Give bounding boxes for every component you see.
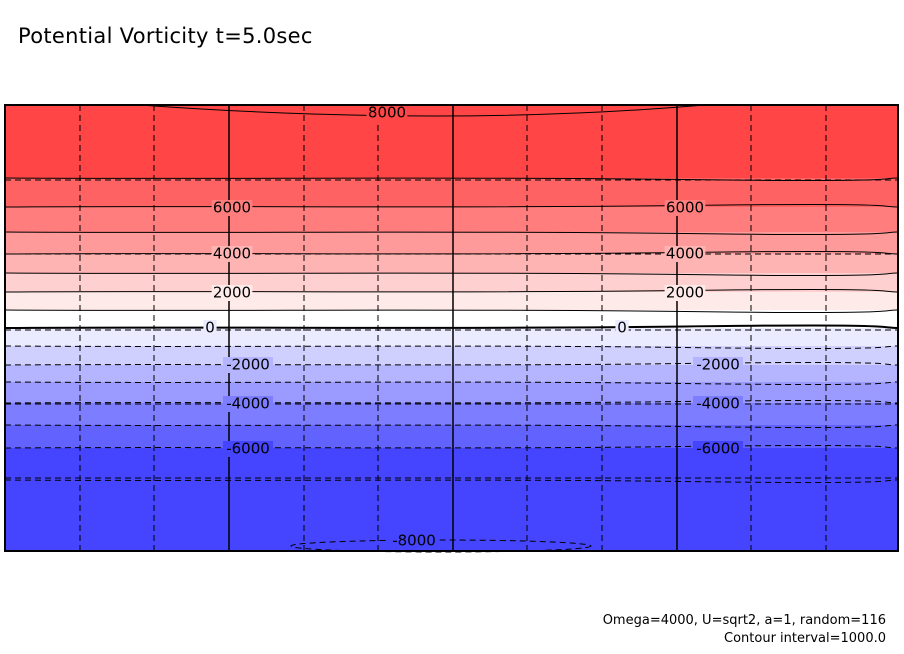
- contour-line--2000: [4, 361, 899, 366]
- contour-lines: [4, 104, 899, 553]
- contour-label-knockout: [211, 285, 253, 301]
- contour-label-12: -4000: [696, 395, 740, 413]
- contour-label-knockout: [693, 357, 743, 373]
- contour-line-8000: [139, 104, 706, 117]
- contour-label-knockout: [389, 533, 439, 549]
- contour-label-knockout: [615, 320, 629, 336]
- contour-label-knockout: [211, 200, 253, 216]
- contour-line-4000: [4, 250, 899, 255]
- contour-label-13: -6000: [226, 440, 270, 458]
- contour-label-knockout: [223, 357, 273, 373]
- color-band--3000: [5, 365, 898, 382]
- contour-label-10: -2000: [696, 356, 740, 374]
- contour-label-1: 6000: [213, 199, 251, 217]
- contour-label-2: 6000: [666, 199, 704, 217]
- parameters-annotation: Omega=4000, U=sqrt2, a=1, random=116: [602, 613, 886, 628]
- contour-label-knockout: [693, 441, 743, 457]
- contour-line--5000: [4, 424, 899, 429]
- contour-label-knockout: [211, 246, 253, 262]
- color-band--7000: [5, 448, 898, 480]
- contour-label-6: 2000: [666, 284, 704, 302]
- color-band-4000: [5, 254, 898, 273]
- contour-interval-annotation: Contour interval=1000.0: [724, 631, 886, 646]
- contour-label-knockout: [203, 320, 217, 336]
- contour-line-5000: [4, 231, 899, 236]
- contour-label-7: 0: [205, 319, 215, 337]
- color-band--5000: [5, 403, 898, 425]
- contour-label-knockout: [664, 246, 706, 262]
- contour-label-knockout: [366, 105, 408, 121]
- contour-line--7000: [4, 479, 899, 484]
- contour-label-5: 2000: [213, 284, 251, 302]
- chart-title: Potential Vorticity t=5.0sec: [18, 24, 313, 48]
- color-band--4000: [5, 382, 898, 403]
- contour-label-knockout: [664, 200, 706, 216]
- contour-label-8: 0: [617, 319, 627, 337]
- contour-line-6000: [4, 203, 899, 208]
- color-band-2000: [5, 292, 898, 310]
- color-band--1000: [5, 328, 898, 346]
- contour-label-knockout: [223, 441, 273, 457]
- plot-frame: [4, 104, 899, 552]
- contour-label-14: -6000: [696, 440, 740, 458]
- contour-line-3000: [4, 272, 899, 277]
- contour-line--3000: [4, 381, 899, 386]
- color-band-3000: [5, 273, 898, 292]
- color-band-7000: [5, 178, 898, 207]
- contour-label-4: 4000: [666, 245, 704, 263]
- contour-line-1000: [4, 309, 899, 314]
- contour-line--1000: [4, 345, 899, 350]
- contour-label-knockout: [223, 396, 273, 412]
- color-band--2000: [5, 346, 898, 365]
- contour-line-2000: [4, 288, 899, 293]
- color-band-5000: [5, 232, 898, 254]
- contour-label-15: -8000: [392, 532, 436, 550]
- contour-label-knockout: [693, 396, 743, 412]
- contour-line--4000: [4, 399, 899, 404]
- contour-labels: 8000 6000 6000 4000 4000 2000 2000 0 0 -2000 -2000…: [203, 104, 743, 550]
- contour-label-0: 8000: [368, 104, 406, 122]
- color-band-6000: [5, 207, 898, 232]
- color-band--6000: [5, 425, 898, 448]
- contour-line-0: [4, 324, 899, 329]
- contour-label-3: 4000: [213, 245, 251, 263]
- contour-label-9: -2000: [226, 356, 270, 374]
- contour-label-11: -4000: [226, 395, 270, 413]
- contour-label-knockout: [664, 285, 706, 301]
- contour-line-7000: [4, 177, 899, 182]
- contour-line--6000: [4, 444, 899, 449]
